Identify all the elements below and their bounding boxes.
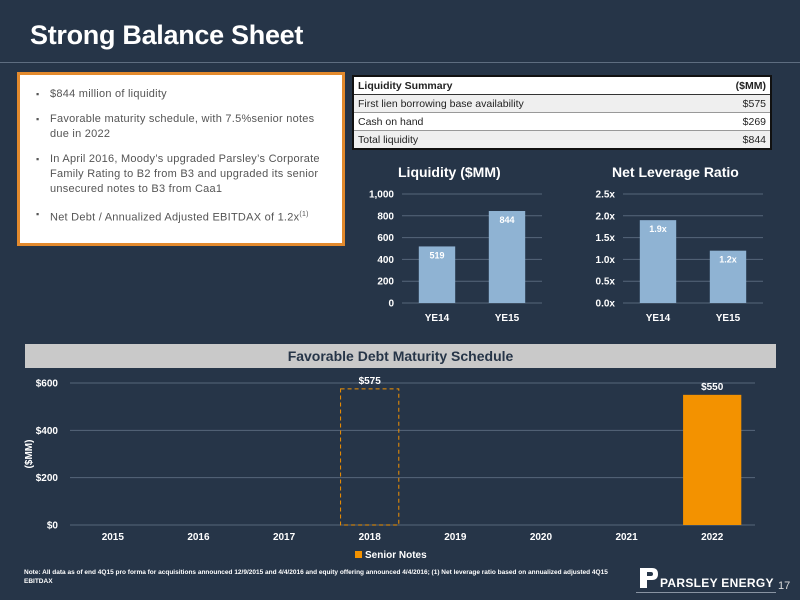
- legend-swatch: [355, 551, 362, 558]
- bullet-text: Favorable maturity schedule, with 7.5%se…: [50, 113, 315, 140]
- y-tick-label: 600: [377, 233, 394, 244]
- data-label: 519: [429, 250, 444, 260]
- data-label: 1.9x: [649, 224, 667, 234]
- parsley-logo-icon: [640, 568, 658, 588]
- y-tick-label: $0: [47, 521, 59, 532]
- table-row: Total liquidity $844: [353, 130, 771, 150]
- y-tick-label: 1.5x: [596, 233, 616, 244]
- y-tick-label: 0.5x: [596, 277, 616, 288]
- liquidity-summary-table: Liquidity Summary ($MM) First lien borro…: [352, 75, 772, 150]
- table-cell: Cash on hand: [353, 112, 695, 131]
- x-tick-label: 2018: [359, 532, 382, 543]
- table-header-row: Liquidity Summary ($MM): [353, 76, 771, 95]
- table-cell: Total liquidity: [353, 130, 695, 150]
- bar: [683, 394, 742, 525]
- bar: [418, 246, 456, 303]
- bar: [709, 250, 747, 303]
- y-tick-label: 2.5x: [596, 190, 616, 201]
- x-tick-label: 2017: [273, 532, 296, 543]
- x-tick-label: YE15: [716, 313, 741, 324]
- table-cell: $575: [694, 94, 771, 113]
- bullet-item: In April 2016, Moody’s upgraded Parsley’…: [36, 152, 328, 197]
- y-tick-label: 400: [377, 255, 394, 266]
- page-title: Strong Balance Sheet: [30, 20, 304, 50]
- data-label: $575: [359, 376, 382, 387]
- y-tick-label: 2.0x: [596, 211, 616, 222]
- title-divider: [0, 62, 800, 63]
- logo-underline: [636, 592, 776, 593]
- table-header: Liquidity Summary: [353, 76, 695, 95]
- x-tick-label: YE14: [425, 313, 450, 324]
- y-tick-label: 1,000: [369, 190, 394, 201]
- y-tick-label: 200: [377, 277, 394, 288]
- leverage-chart-title: Net Leverage Ratio: [612, 164, 739, 180]
- table-row: Cash on hand $269: [353, 112, 771, 131]
- x-tick-label: 2022: [701, 532, 724, 543]
- x-tick-label: 2019: [444, 532, 467, 543]
- logo-text: PARSLEY ENERGY: [660, 576, 774, 590]
- footnote-marker: (1): [299, 211, 309, 218]
- footnote: Note: All data as of end 4Q15 pro forma …: [24, 569, 608, 585]
- y-tick-label: $200: [36, 473, 59, 484]
- page-number: 17: [778, 580, 791, 592]
- data-label: 844: [499, 215, 514, 225]
- x-tick-label: YE14: [646, 313, 671, 324]
- bullet-text: $844 million of liquidity: [50, 88, 167, 100]
- x-tick-label: YE15: [495, 313, 520, 324]
- x-tick-label: 2015: [102, 532, 125, 543]
- liquidity-chart-title: Liquidity ($MM): [398, 164, 501, 180]
- y-tick-label: $600: [36, 379, 59, 390]
- table-cell: $844: [694, 130, 771, 150]
- y-tick-label: 800: [377, 211, 394, 222]
- highlights-box: $844 million of liquidity Favorable matu…: [17, 72, 345, 246]
- bullet-item: Favorable maturity schedule, with 7.5%se…: [36, 112, 328, 142]
- y-axis-label: ($MM): [24, 440, 35, 469]
- maturity-schedule-title: Favorable Debt Maturity Schedule: [25, 344, 776, 368]
- table-header: ($MM): [694, 76, 771, 95]
- table-row: First lien borrowing base availability $…: [353, 94, 771, 113]
- x-tick-label: 2016: [187, 532, 210, 543]
- leverage-chart: 0.0x 0.5x 1.0x 1.5x 2.0x 2.5x 1.9x YE14 1.2x YE15: [596, 190, 763, 324]
- data-label: 1.2x: [719, 255, 737, 265]
- x-tick-label: 2020: [530, 532, 553, 543]
- table-cell: First lien borrowing base availability: [353, 94, 695, 113]
- x-tick-label: 2021: [615, 532, 638, 543]
- table-cell: $269: [694, 112, 771, 131]
- bullet-item: Net Debt / Annualized Adjusted EBITDAX o…: [36, 207, 328, 226]
- liquidity-chart: 0 200 400 600 800 1,000 519 YE14 844 YE15: [369, 190, 542, 324]
- y-tick-label: 1.0x: [596, 255, 616, 266]
- y-tick-label: 0: [388, 299, 394, 310]
- y-tick-label: 0.0x: [596, 299, 616, 310]
- bullet-item: $844 million of liquidity: [36, 87, 328, 102]
- y-tick-label: $400: [36, 426, 59, 437]
- maturity-chart: $0 $200 $400 $600 ($MM) 2015 2016 2017 2018 2019 2…: [24, 376, 755, 561]
- bullet-text: In April 2016, Moody’s upgraded Parsley’…: [50, 153, 320, 195]
- bar: [488, 211, 526, 303]
- bar: [639, 220, 677, 303]
- revolver-outline: [340, 388, 400, 526]
- data-label: $550: [701, 382, 724, 393]
- legend-label: Senior Notes: [365, 550, 427, 561]
- bullet-text: Net Debt / Annualized Adjusted EBITDAX o…: [50, 211, 300, 224]
